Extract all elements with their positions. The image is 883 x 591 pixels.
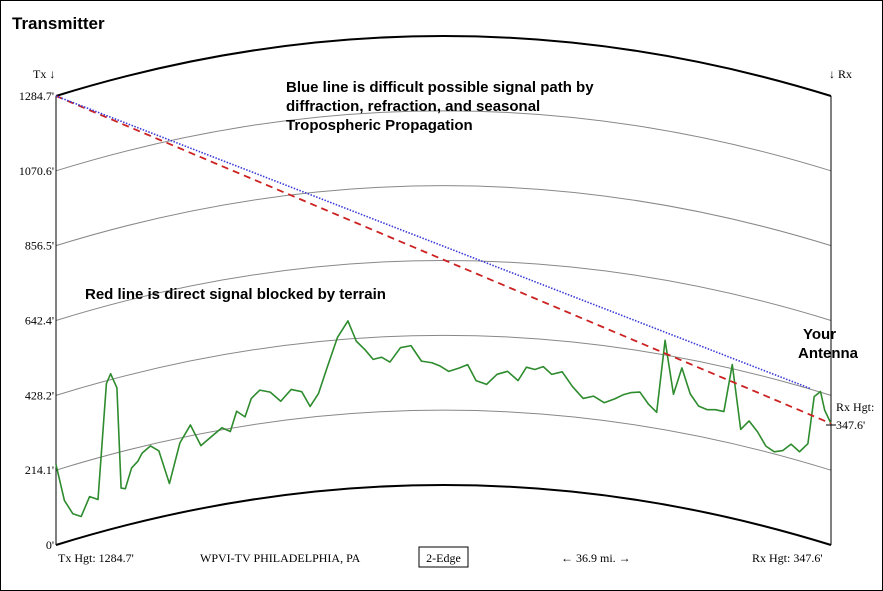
y-axis-ticks: 0' 214.1' 428.2' 642.4' 856.5' 1070.6' 1284.7'	[19, 89, 54, 552]
chart-title: Transmitter	[12, 14, 105, 33]
grid-curve	[55, 110, 832, 172]
station-name: WPVI-TV PHILADELPHIA, PA	[200, 551, 361, 565]
y-tick-label: 642.4'	[25, 313, 54, 327]
red-line-note: Red line is direct signal blocked by ter…	[85, 286, 386, 303]
mode-label[interactable]: 2-Edge	[426, 551, 461, 565]
direct-signal-line	[55, 95, 832, 425]
antenna-label-1: Your	[803, 326, 836, 343]
tx-marker: Tx ↓	[33, 67, 55, 81]
antenna-label-2: Antenna	[798, 345, 859, 362]
rx-height-footer: Rx Hgt: 347.6'	[752, 551, 823, 565]
top-boundary-curve	[55, 35, 832, 97]
diffraction-signal-line	[55, 95, 811, 390]
y-tick-label: 0'	[46, 538, 54, 552]
rx-marker: ↓ Rx	[829, 67, 852, 81]
blue-line-note-3: Tropospheric Propagation	[286, 117, 473, 134]
y-tick-label: 428.2'	[25, 388, 54, 402]
y-tick-label: 1284.7'	[19, 89, 54, 103]
distance-label: ← 36.9 mi. →	[561, 551, 631, 565]
tx-height-footer: Tx Hgt: 1284.7'	[58, 551, 134, 565]
terrain-profile-line	[55, 320, 832, 518]
earth-curvature-lines	[55, 35, 832, 546]
grid-curve	[55, 185, 832, 247]
y-tick-label: 214.1'	[25, 463, 54, 477]
earth-surface-curve	[55, 484, 832, 546]
rx-height-value: 347.6'	[836, 418, 865, 432]
grid-curve	[55, 334, 832, 396]
blue-line-note-2: diffraction, refraction, and seasonal	[286, 98, 540, 115]
grid-curve	[55, 409, 832, 471]
mode-box[interactable]	[418, 546, 469, 568]
blue-line-note-1: Blue line is difficult possible signal p…	[286, 79, 594, 96]
y-tick-label: 856.5'	[25, 239, 54, 253]
y-tick-label: 1070.6'	[19, 164, 54, 178]
rx-height-title: Rx Hgt:	[836, 400, 874, 414]
